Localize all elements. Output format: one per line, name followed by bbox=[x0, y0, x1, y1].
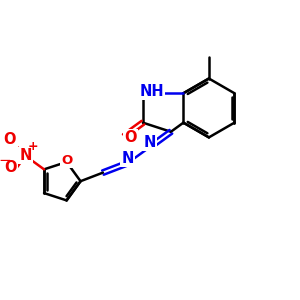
Text: +: + bbox=[28, 140, 39, 153]
Text: O: O bbox=[3, 132, 15, 147]
Text: NH: NH bbox=[140, 84, 164, 99]
Text: O: O bbox=[61, 154, 72, 167]
Text: N: N bbox=[143, 135, 155, 150]
Text: N: N bbox=[19, 148, 32, 163]
Text: N: N bbox=[122, 151, 134, 166]
Text: −: − bbox=[0, 153, 11, 168]
Text: O: O bbox=[4, 160, 16, 175]
Text: O: O bbox=[124, 130, 137, 145]
